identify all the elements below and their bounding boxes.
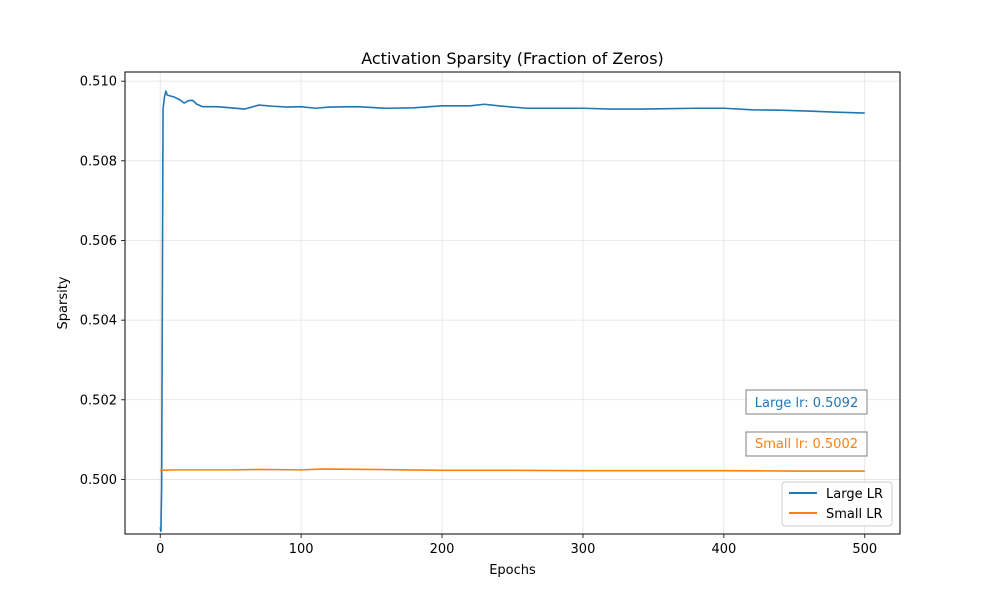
x-tick-label: 500 — [852, 542, 877, 557]
x-tick-label: 400 — [711, 542, 736, 557]
x-axis-label: Epochs — [489, 563, 536, 578]
y-tick-label: 0.508 — [80, 154, 117, 169]
y-tick-label: 0.500 — [80, 473, 117, 488]
legend-label-large: Large LR — [826, 487, 883, 502]
legend-label-small: Small LR — [826, 507, 883, 522]
chart-title: Activation Sparsity (Fraction of Zeros) — [361, 49, 664, 68]
legend: Large LR Small LR — [781, 481, 893, 527]
y-axis-label: Sparsity — [56, 276, 71, 329]
y-tick-label: 0.502 — [80, 393, 117, 408]
annotation-large-text: Large lr: 0.5092 — [755, 396, 858, 411]
ticks: 0 100 200 300 400 500 0.500 0.502 0.504 0.506 0.50… — [80, 75, 877, 557]
annotation-small: Small lr: 0.5002 — [745, 431, 868, 457]
annotation-large-box — [745, 389, 868, 415]
y-tick-label: 0.510 — [80, 75, 117, 90]
series-line-small-lr — [160, 468, 865, 472]
y-tick-label: 0.504 — [80, 314, 117, 329]
grid — [125, 72, 900, 534]
series-line-large-lr — [159, 90, 865, 533]
series-layer — [159, 90, 865, 533]
annotation-small-text: Small lr: 0.5002 — [755, 437, 858, 452]
x-tick-label: 300 — [571, 542, 596, 557]
x-tick-label: 100 — [289, 542, 314, 557]
x-tick-label: 200 — [430, 542, 455, 557]
plot-frame — [124, 71, 901, 535]
annotation-small-box — [745, 431, 868, 457]
y-tick-label: 0.506 — [80, 234, 117, 249]
annotation-large: Large lr: 0.5092 — [745, 389, 868, 415]
x-tick-label: 0 — [156, 542, 164, 557]
